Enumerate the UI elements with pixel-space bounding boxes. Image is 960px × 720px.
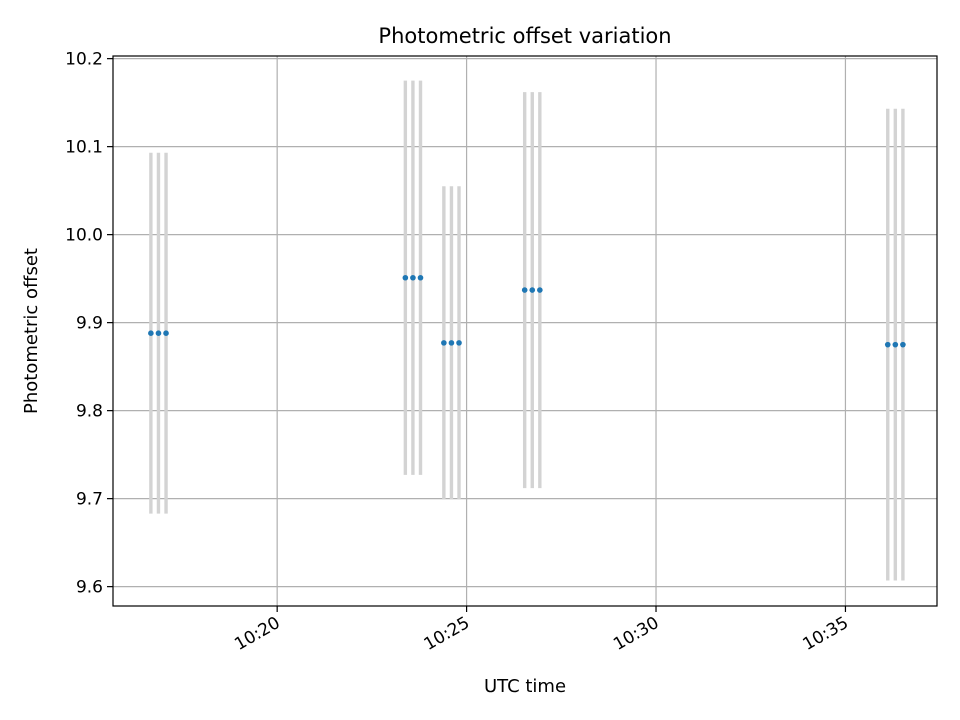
y-tick-label: 9.8 [76, 402, 103, 422]
y-tick-label: 10.2 [65, 50, 103, 70]
data-point [410, 274, 416, 281]
y-axis-ticks: 9.6 9.7 9.8 9.9 10.0 10.1 10.2 [65, 50, 113, 598]
data-point [448, 340, 455, 346]
data-point [402, 274, 409, 281]
y-axis-label: Photometric offset [21, 248, 42, 414]
y-tick-label: 10.0 [65, 226, 103, 246]
data-point [163, 330, 169, 337]
plot-frame [112, 55, 938, 607]
y-tick-label: 9.7 [76, 490, 103, 510]
y-tick-label: 9.6 [76, 578, 103, 598]
data-point [456, 340, 462, 346]
chart-title: Photometric offset variation [378, 24, 671, 48]
data-point [537, 287, 543, 293]
data-point [892, 341, 899, 348]
data-point [417, 274, 424, 281]
data-point [529, 287, 536, 293]
data-point [900, 341, 906, 348]
data-point [521, 287, 528, 293]
data-point [884, 341, 891, 348]
y-tick-label: 9.9 [76, 314, 103, 334]
x-axis-label: UTC time [484, 676, 566, 697]
y-tick-label: 10.1 [65, 138, 103, 158]
data-point [148, 330, 154, 337]
data-point [441, 340, 447, 346]
data-point [155, 330, 162, 337]
data-points [148, 274, 906, 348]
